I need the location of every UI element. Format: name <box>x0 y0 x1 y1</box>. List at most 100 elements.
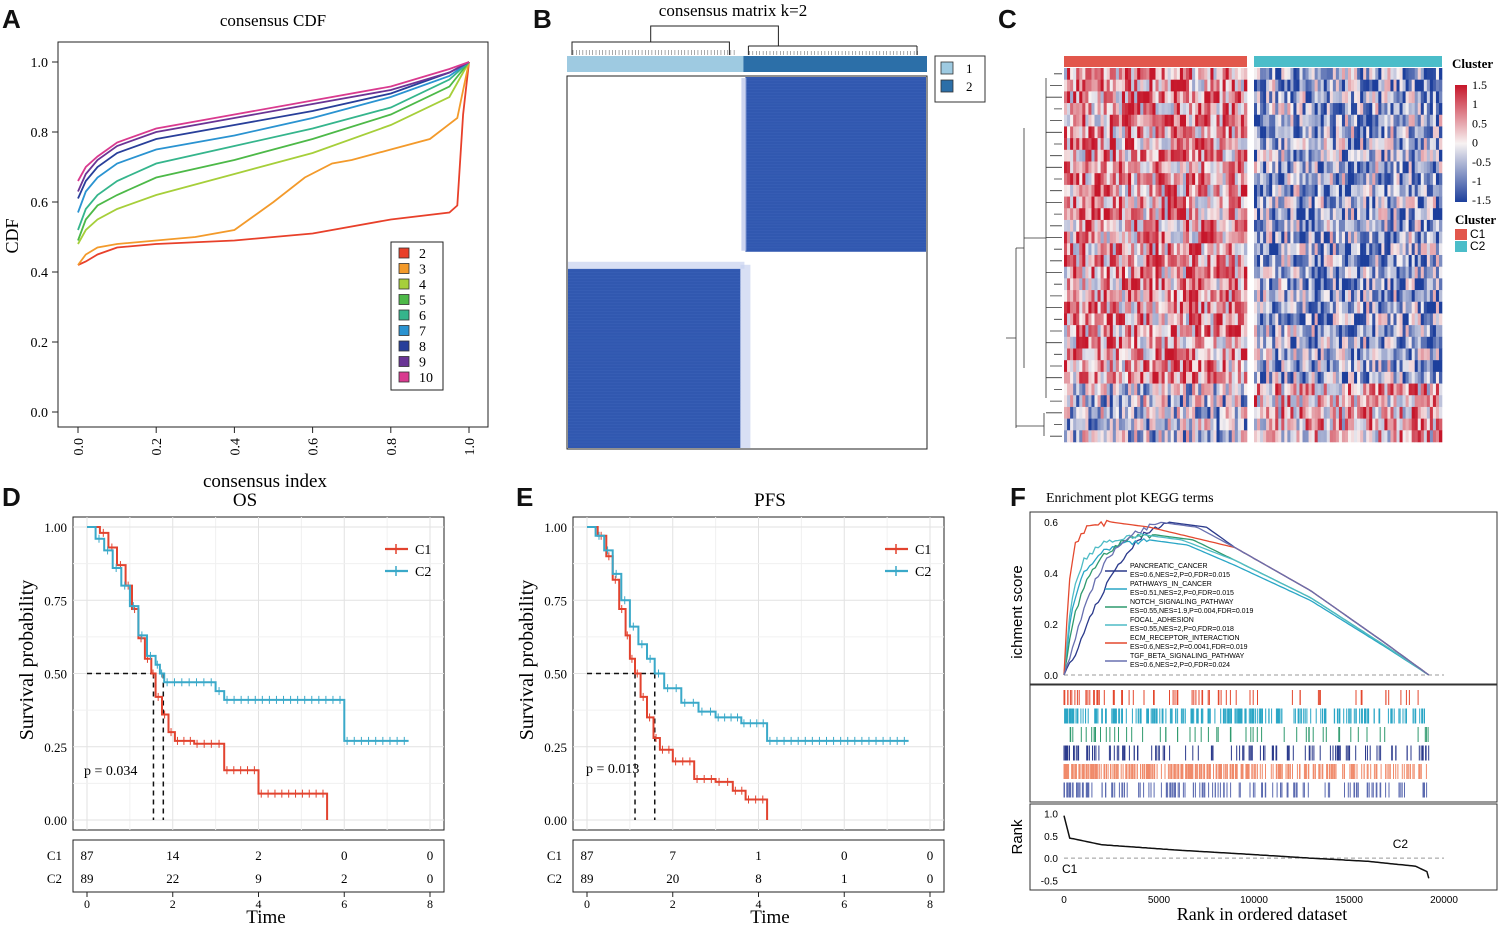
heatmap-cell <box>1073 395 1077 408</box>
heatmap-cell <box>1243 360 1248 373</box>
heatmap-cell <box>1231 371 1236 384</box>
heatmap-cell <box>1335 114 1340 127</box>
heatmap-cell <box>1216 173 1220 186</box>
heatmap-cell <box>1311 114 1315 127</box>
heatmap-cell <box>1146 184 1150 197</box>
heatmap-cell <box>1344 173 1349 186</box>
heatmap-cell <box>1125 430 1129 443</box>
heatmap-cell <box>1254 383 1258 396</box>
heatmap-cell <box>1363 325 1367 338</box>
heatmap-cell <box>1387 149 1391 162</box>
heatmap-cell <box>1278 161 1282 174</box>
heatmap-cell <box>1137 395 1141 408</box>
heatmap-cell <box>1070 161 1074 174</box>
heatmap-cell <box>1237 313 1242 326</box>
chart-e-risk-count: 0 <box>927 871 934 886</box>
heatmap-cell <box>1076 231 1080 244</box>
heatmap-cell <box>1109 418 1114 431</box>
heatmap-cell <box>1302 371 1306 384</box>
heatmap-cell <box>1375 395 1379 408</box>
heatmap-cell <box>1357 149 1361 162</box>
heatmap-cell <box>1109 149 1114 162</box>
heatmap-cell <box>1167 255 1172 267</box>
heatmap-cell <box>1152 126 1156 139</box>
heatmap-cell <box>1329 348 1334 361</box>
heatmap-cell <box>1140 149 1144 162</box>
heatmap-cell <box>1088 255 1092 267</box>
heatmap-cell <box>1290 383 1294 396</box>
heatmap-cell <box>1082 173 1086 186</box>
heatmap-cell <box>1158 68 1162 80</box>
heatmap-cell <box>1420 138 1425 151</box>
heatmap-cell <box>1231 301 1236 314</box>
heatmap-cell <box>1278 184 1282 197</box>
heatmap-cell <box>1125 208 1129 221</box>
heatmap-cell <box>1143 196 1147 209</box>
heatmap-cell <box>1222 348 1226 361</box>
heatmap-cell <box>1195 173 1199 186</box>
heatmap-cell <box>1134 336 1138 349</box>
heatmap-cell <box>1073 301 1077 314</box>
heatmap-cell <box>1435 395 1440 408</box>
heatmap-cell <box>1173 360 1178 373</box>
heatmap-cell <box>1225 126 1229 139</box>
heatmap-cell <box>1234 219 1239 232</box>
heatmap-cell <box>1121 184 1126 197</box>
heatmap-cell <box>1293 336 1297 349</box>
heatmap-cell <box>1176 208 1181 221</box>
heatmap-cell <box>1103 68 1107 80</box>
heatmap-cell <box>1293 184 1297 197</box>
heatmap-cell <box>1381 255 1385 267</box>
heatmap-cell <box>1109 348 1114 361</box>
heatmap-cell <box>1195 91 1199 104</box>
heatmap-cell <box>1125 184 1129 197</box>
heatmap-cell <box>1219 395 1223 408</box>
heatmap-cell <box>1231 360 1236 373</box>
heatmap-cell <box>1064 336 1068 349</box>
heatmap-cell <box>1293 266 1297 279</box>
heatmap-cell <box>1351 255 1355 267</box>
heatmap-cell <box>1390 395 1394 408</box>
heatmap-cell <box>1115 430 1120 443</box>
heatmap-cell <box>1189 208 1193 221</box>
heatmap-cell <box>1121 231 1126 244</box>
chart-a-legend-label-4: 4 <box>419 278 426 293</box>
heatmap-cell <box>1351 161 1355 174</box>
heatmap-cell <box>1219 371 1223 384</box>
heatmap-cell <box>1351 184 1355 197</box>
heatmap-cell <box>1393 336 1397 349</box>
chart-e-risk-group-C2: C2 <box>547 871 562 886</box>
chart-a-series-line-4 <box>77 61 470 245</box>
heatmap-cell <box>1317 383 1322 396</box>
heatmap-cell <box>1344 161 1349 174</box>
heatmap-cell <box>1408 290 1412 303</box>
heatmap-cell <box>1125 406 1129 419</box>
heatmap-cell <box>1405 219 1409 232</box>
heatmap-cell <box>1426 278 1431 291</box>
heatmap-cell <box>1369 395 1373 408</box>
heatmap-cell <box>1329 266 1334 279</box>
heatmap-cell <box>1082 336 1086 349</box>
heatmap-cell <box>1408 196 1412 209</box>
heatmap-cell <box>1423 243 1428 256</box>
heatmap-cell <box>1225 418 1229 431</box>
heatmap-cell <box>1146 138 1150 151</box>
heatmap-cell <box>1201 243 1205 256</box>
heatmap-cell <box>1115 208 1120 221</box>
heatmap-cell <box>1170 255 1175 267</box>
heatmap-cell <box>1314 196 1318 209</box>
heatmap-cell <box>1308 313 1312 326</box>
heatmap-cell <box>1378 103 1382 116</box>
heatmap-cell <box>1076 149 1080 162</box>
heatmap-cell <box>1204 231 1208 244</box>
heatmap-cell <box>1308 255 1312 267</box>
heatmap-cell <box>1423 103 1428 116</box>
heatmap-cell <box>1363 395 1367 408</box>
heatmap-cell <box>1284 91 1288 104</box>
heatmap-cell <box>1100 301 1104 314</box>
heatmap-cell <box>1064 360 1068 373</box>
heatmap-cell <box>1243 290 1248 303</box>
heatmap-cell <box>1257 208 1261 221</box>
chart-e-risk-count: 8 <box>755 871 762 886</box>
heatmap-cell <box>1296 406 1300 419</box>
